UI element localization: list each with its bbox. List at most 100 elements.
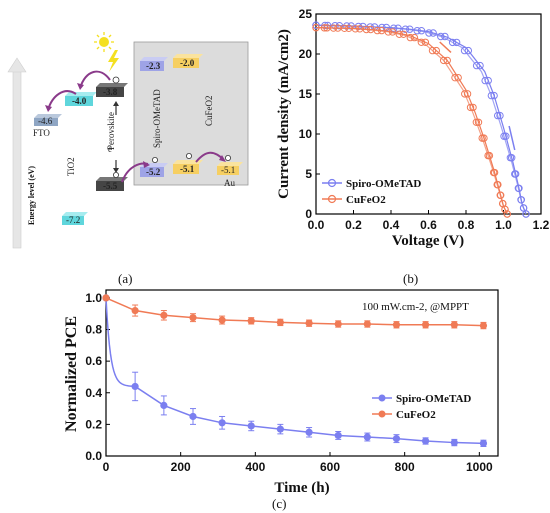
perovskite-cb-level: -3.8 [96,83,128,97]
panel-c-label: (c) [272,496,286,511]
jv-series-spiro-point [343,22,351,30]
stability-series-cufeo2-point [276,318,284,327]
jv-x-tick-label: 1.0 [495,218,512,232]
electron-symbol: e [108,144,112,154]
jv-series-spiro-point [448,38,457,47]
energy-level-diagram: Energy level (eV) -4.6 FTO -4.0 [7,32,249,249]
legend-marker-spiro [327,178,337,188]
stability-series-cufeo2-point [218,316,226,324]
jv-series-spiro-point [511,170,519,178]
jv-series-cufeo2-point [351,25,360,33]
jv-y-axis-label: Current density (mA/cm2) [276,29,292,199]
stability-y-tick-label: 0.2 [85,417,102,431]
stability-series-cufeo2-point [160,311,168,319]
tio2-cb-value: -4.0 [72,96,87,106]
stability-legend-cufeo2: CuFeO2 [396,409,436,421]
jv-series-cufeo2-point [478,134,486,142]
stability-ticks: 0 200 400 600 800 1000 0.0 0.2 0.4 0.6 0.8 1.0 [85,291,493,474]
stability-series-spiro-point [131,382,139,391]
jv-x-axis-label: Voltage (V) [392,233,464,249]
perovskite-vb-value: -5.5 [103,181,118,191]
spiro-lumo-value: -2.3 [146,61,161,71]
stability-series-spiro-point [160,401,168,410]
stability-plot-frame [105,289,499,457]
jv-series-cufeo2-point [503,210,511,218]
jv-x-tick-label: 0.2 [345,218,362,232]
stability-series-cufeo2-point [102,294,110,302]
stability-x-axis-label: Time (h) [274,480,329,496]
stability-y-tick-label: 0.4 [85,386,102,400]
jv-series-spiro-point [519,204,528,212]
jv-series-spiro-point [401,25,410,33]
legend-marker-cufeo2 [378,410,386,418]
hole-icon [224,154,231,161]
cufeo2-vb-value: -5.1 [180,164,195,174]
stability-y-axis-label: Normalized PCE [63,316,80,432]
jv-legend-cufeo2: CuFeO2 [346,194,386,206]
scan-arrow-icon [508,125,516,151]
legend-marker-cufeo2 [327,194,337,204]
jv-legend-spiro: Spiro-OMeTAD [346,178,421,190]
jv-series-cufeo2-point [373,26,382,35]
stability-y-tick-label: 1.0 [85,291,102,305]
jv-x-tick-label: 0.4 [383,218,400,232]
hole-icon [113,171,120,178]
hole-icon [151,156,158,163]
scan-arrow-icon [439,41,452,53]
stability-y-tick-label: 0.6 [85,354,102,368]
stability-series-spiro-point [363,433,371,441]
stability-x-tick-label: 200 [171,460,191,474]
stability-series-spiro-point [392,435,401,443]
jv-series-spiro-point [517,196,525,204]
charge-transfer-arrowheads [45,83,226,168]
jv-x-tick-label: 1.2 [533,218,550,232]
cufeo2-cb-value: -2.0 [180,58,195,68]
stability-y-tick-label: 0.8 [85,323,102,337]
tio2-vb-level: -7.2 [62,212,88,225]
jv-series-spiro-point [500,132,508,140]
stability-series-cufeo2-line [105,297,484,327]
stability-series-cufeo2-point [305,319,313,327]
stability-series-cufeo2-point [189,314,197,322]
stability-y-tick-label: 0.0 [85,449,102,463]
jv-series-cufeo2-line [315,27,508,215]
jv-series-cufeo2-point [493,180,501,189]
stability-series-spiro-point [450,438,458,447]
jv-series-cufeo2-point [395,30,403,38]
jv-series-cufeo2-point [312,23,320,32]
stability-series-cufeo2-point [247,317,255,325]
stability-series-spiro-point [218,419,226,427]
jv-series-spiro-point [312,21,320,29]
jv-series-cufeo2-point [340,24,349,32]
energy-axis-label: Energy level (eV) [27,166,36,225]
stability-x-tick-label: 0 [103,460,110,474]
stability-series-cufeo2-point [479,321,488,330]
stability-series-spiro-point [305,428,313,436]
stability-series-spiro-point [334,431,342,440]
jv-series-cufeo2-point [362,25,371,34]
jv-series-cufeo2-point [439,56,448,65]
lightning-icon [108,50,119,72]
stability-series-cufeo2-point [392,321,401,329]
jv-series-cufeo2-point [329,24,338,32]
fto-label: FTO [33,128,50,138]
spiro-homo-value: -5.2 [146,167,161,177]
jv-series-spiro-point [481,76,489,85]
jv-series-cufeo2-point [489,168,498,177]
jv-series-spiro-point [460,46,469,55]
jv-series-cufeo2-point [320,24,329,32]
jv-y-tick-label: 25 [299,7,313,21]
jv-y-tick-label: 15 [299,87,313,101]
stability-series-spiro-point [189,412,197,421]
electron-icon [112,76,120,84]
stability-x-tick-label: 1000 [466,460,493,474]
jv-series-cufeo2-point [484,151,492,160]
cufeo2-vb-level: -5.1 [173,160,203,174]
stability-x-tick-label: 800 [395,460,415,474]
stability-series-spiro-line [105,297,484,445]
stability-annotation: 100 mW.cm-2, @MPPT [362,301,469,313]
tio2-cb-level: -4.0 [65,92,97,106]
stability-series-cufeo2-point [421,321,430,329]
jv-series-spiro-point [493,111,502,120]
